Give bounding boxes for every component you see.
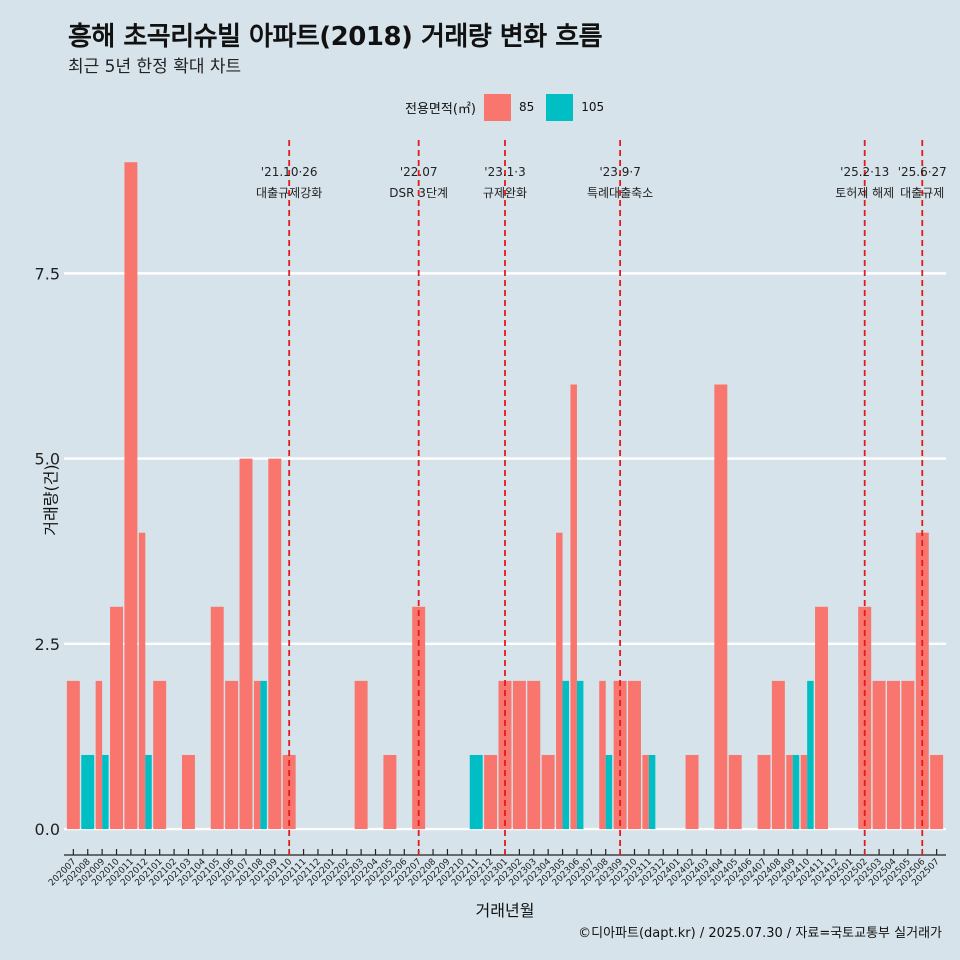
bar-85 [484, 754, 498, 830]
event-date-label: '25.2·13 [840, 165, 889, 179]
bar-85 [858, 606, 872, 830]
event-date-label: '23.1·3 [484, 165, 525, 179]
bar-105 [145, 754, 152, 830]
bar-85 [642, 754, 649, 830]
bar-105 [576, 680, 584, 830]
legend: 전용면적(㎡) 85 105 [405, 93, 616, 121]
bar-105 [648, 754, 656, 830]
bar-85 [124, 162, 138, 830]
bar-85 [181, 754, 195, 830]
chart-title: 흥해 초곡리슈빌 아파트(2018) 거래량 변화 흐름 [68, 22, 603, 52]
event-text-label: 대출규제 [900, 186, 944, 200]
bar-85 [872, 680, 886, 830]
bar-85 [728, 754, 742, 830]
bar-85 [714, 384, 728, 830]
bar-85 [110, 606, 123, 830]
bar-85 [599, 680, 606, 830]
bar-85 [354, 680, 368, 830]
bar-85 [628, 680, 641, 830]
bar-85 [556, 532, 563, 830]
bar-105 [605, 754, 613, 830]
bar-105 [792, 754, 800, 830]
legend-key-105 [546, 93, 574, 121]
legend-title: 전용면적(㎡) [405, 101, 476, 117]
bar-85 [901, 680, 915, 830]
bar-105 [469, 754, 483, 830]
bar-85 [383, 754, 397, 830]
bar-105 [807, 680, 814, 830]
x-axis-label: 거래년월 [475, 901, 535, 920]
bar-85 [685, 754, 699, 830]
y-tick-label: 0.0 [35, 820, 60, 839]
bar-85 [930, 754, 944, 830]
bar-85 [412, 606, 426, 830]
y-tick-label: 7.5 [35, 264, 60, 283]
event-date-label: '21.10·26 [261, 165, 318, 179]
source-caption: ©디아파트(dapt.kr) / 2025.07.30 / 자료=국토교통부 실… [578, 926, 942, 941]
bar-85 [541, 754, 555, 830]
event-text-label: 특례대출축소 [587, 186, 653, 200]
bar-85 [153, 680, 167, 830]
bar-105 [102, 754, 109, 830]
y-tick-label: 2.5 [35, 635, 60, 654]
y-tick-label: 5.0 [35, 450, 60, 469]
event-date-label: '23.9·7 [599, 165, 640, 179]
bar-85 [138, 532, 146, 830]
bar-85 [800, 754, 808, 830]
bar-85 [210, 606, 224, 830]
bar-85 [570, 384, 577, 830]
legend-label-105: 105 [581, 100, 605, 114]
chart-subtitle: 최근 5년 한정 확대 차트 [68, 57, 242, 77]
bar-85 [786, 754, 793, 830]
bar-105 [562, 680, 570, 830]
bar-85 [225, 680, 239, 830]
event-text-label: DSR 3단계 [389, 186, 448, 200]
bar-85 [239, 458, 253, 830]
bar-85 [757, 754, 771, 830]
bar-105 [81, 754, 95, 830]
event-text-label: 토허제 해제 [835, 186, 894, 200]
event-text-label: 대출규제강화 [256, 186, 322, 200]
bar-85 [771, 680, 785, 830]
bar-85 [95, 680, 103, 830]
bar-85 [268, 458, 282, 830]
legend-key-85 [483, 93, 511, 121]
bar-85 [887, 680, 900, 830]
bar-85 [815, 606, 829, 830]
bar-85 [527, 680, 541, 830]
legend-label-85: 85 [518, 100, 535, 114]
bar-85 [66, 680, 80, 830]
bar-85 [512, 680, 526, 830]
event-date-label: '25.6·27 [898, 165, 947, 179]
event-text-label: 규제완화 [483, 186, 527, 200]
bar-105 [260, 680, 267, 830]
bar-85 [253, 680, 261, 830]
event-date-label: '22.07 [400, 165, 438, 179]
